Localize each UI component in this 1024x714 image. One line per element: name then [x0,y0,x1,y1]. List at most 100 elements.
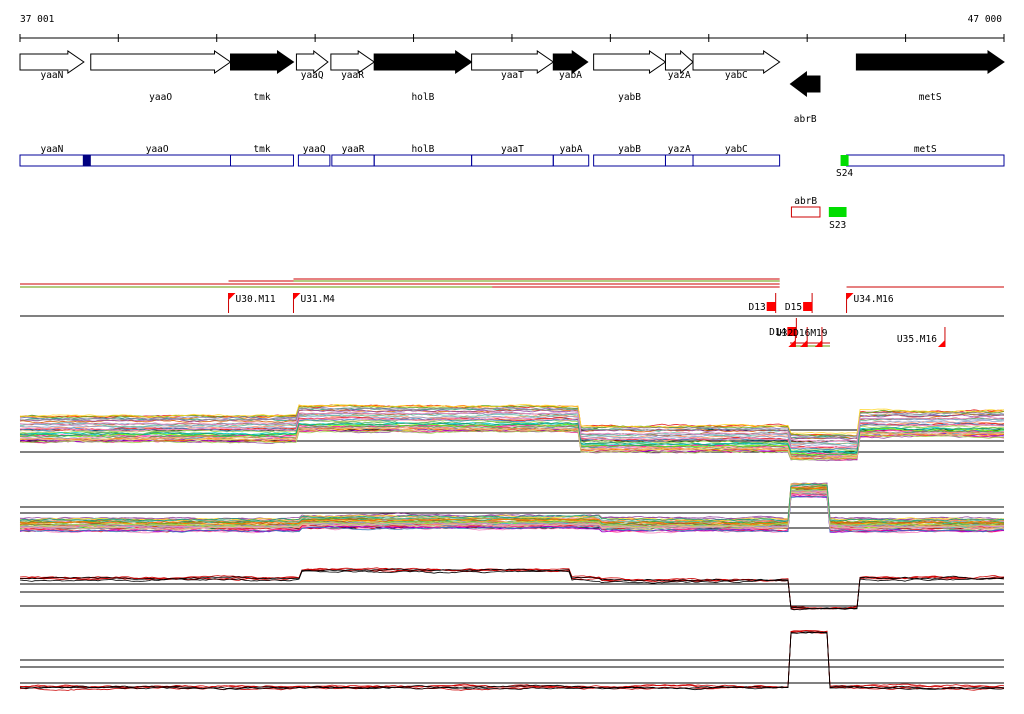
transcript-box-holB [373,154,473,167]
profile-line [19,416,1005,449]
flag-label-combined: U32D16M19 [776,328,828,339]
flag-head [228,293,236,300]
transcript-box-yaaN [19,154,85,167]
profile-line [19,488,1005,528]
transcript-label-yabC: yabC [725,144,748,155]
transcript-label-yabA: yabA [560,144,583,155]
marker-block [840,155,849,166]
gene-arrow-yaaT [471,50,555,74]
gene-label-yazA: yazA [668,70,691,81]
transcript-box-yabC [692,154,781,167]
profile-line [19,483,1005,522]
profile-line [19,495,1005,533]
gene-label-holB: holB [411,92,434,103]
profile-line [19,409,1005,440]
gene-arrow-yabC [692,50,781,74]
gene-label-metS: metS [919,92,942,103]
gene-label-yabB: yabB [618,92,641,103]
gene-arrow-yaaN [19,50,85,74]
marker-block [82,155,91,166]
gene-arrow-yaaO [90,50,232,74]
gene-label-yaaR: yaaR [341,70,364,81]
flag-head [787,327,797,336]
profile-line [19,484,1005,523]
profile-line [19,403,1005,434]
profile-line [19,569,1005,611]
flag-head [937,340,945,347]
profile-line [19,630,1005,689]
profile-line [19,485,1005,525]
profile-line [19,418,1005,451]
profile-line [19,568,1005,610]
coordinate-ruler: 37 001 47 000 [19,14,1005,42]
gene-label-yaaQ: yaaQ [301,70,324,81]
transcript-box-yaaT [471,154,554,167]
profile-line [19,407,1005,437]
segment-track [20,278,1004,347]
gene-track: yaaN yaaO tmk yaaQ yaaR holB yaaT yabA yabB yazA y… [19,49,1005,125]
gene-arrow-yabB [593,50,667,74]
breakpoint-flag-track: U30.M11 U31.M4 D13 D15 U34.M16 D14 U35.M16 U32D… [228,293,946,347]
profile-line [19,407,1005,439]
feature-label-abrB: abrB [794,196,817,207]
profile-line [20,426,1005,459]
transcript-box-yabA [552,154,590,167]
profile-line [19,630,1005,691]
transcript-box-yabB [593,154,666,167]
profile-line [19,491,1005,530]
profile-line [19,418,1004,451]
transcript-box-yaaR [331,154,375,167]
gene-arrow-yabA [552,50,589,74]
profile-line [19,630,1005,689]
profile-line [19,489,1005,529]
flag-label: U31.M4 [300,294,335,305]
flag-head [800,340,808,347]
flag-head [766,302,776,311]
ruler-end-label: 47 000 [968,14,1003,25]
transcript-label-yaaT: yaaT [501,144,524,155]
transcript-label-tmk: tmk [253,144,270,155]
transcript-track: yaaN yaaO tmk yaaQ yaaR holB yaaT yabA yabB yazA y… [19,144,1005,179]
profile-line [19,417,1005,449]
transcript-label-holB: holB [411,144,434,155]
feature-box-S23 [828,207,847,217]
transcript-label-yaaR: yaaR [342,144,365,155]
profile-line [19,482,1005,521]
flag-head [814,340,822,347]
gene-label-yaaT: yaaT [501,70,524,81]
transcript-label-metS: metS [914,144,937,155]
marker-label-S24: S24 [836,168,853,179]
gene-arrow-yaaR [330,50,376,74]
profile-line [19,424,1005,457]
ruler-start-label: 37 001 [20,14,55,25]
transcript-box-tmk [229,154,294,167]
profile-line [20,568,1005,610]
feature-track: abrB S23 [790,196,847,231]
gene-arrow-yaaQ [295,49,329,75]
flag-head [846,293,854,300]
gene-label-yaaO: yaaO [149,92,172,103]
transcript-label-yabB: yabB [618,144,641,155]
profile-line [19,430,1005,461]
flag-label: U34.M16 [854,294,894,305]
transcript-label-yaaN: yaaN [40,144,63,155]
profile-line [19,483,1005,522]
profile-line [19,486,1005,526]
transcript-box-metS [846,154,1005,167]
flag-label: D14 [769,327,786,338]
gene-arrow-tmk [229,50,295,74]
gene-arrow-yazA [664,49,694,75]
profile-line [20,426,1005,459]
flag-head [803,302,813,311]
gene-arrow-holB [373,50,473,74]
expression-profile-panels [19,403,1005,691]
profile-line [19,631,1004,691]
gene-arrow-metS [855,50,1005,74]
flag-head [788,340,796,347]
gene-label-abrB: abrB [794,114,817,125]
gene-label-yaaN: yaaN [40,70,63,81]
transcript-label-yaaO: yaaO [146,144,169,155]
gene-label-yabA: yabA [559,70,582,81]
